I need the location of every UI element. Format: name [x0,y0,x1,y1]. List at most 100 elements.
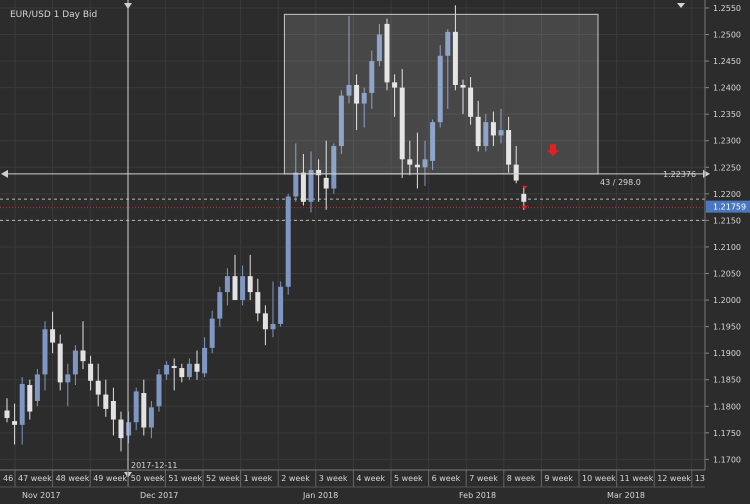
crosshair-top-arrow-icon [124,3,132,9]
candle-body[interactable] [369,61,375,93]
month-label: Feb 2018 [459,491,496,500]
grid [0,0,705,470]
week-label: 12 week [657,474,691,483]
price-tick-label: 1.2500 [713,31,741,40]
price-tick-label: 1.2250 [713,163,741,172]
candle-body[interactable] [483,122,489,147]
candle-body[interactable] [179,368,185,378]
week-label: 1 week [244,474,273,483]
candle-body[interactable] [506,130,512,165]
candle-body[interactable] [376,34,382,62]
candle-body[interactable] [4,410,10,418]
candle-body[interactable] [27,385,33,412]
candle-body[interactable] [407,159,413,165]
candle-body[interactable] [399,87,405,160]
candle-body[interactable] [452,31,458,85]
candle-body[interactable] [331,146,337,189]
candle-body[interactable] [118,419,124,439]
candle-body[interactable] [148,407,154,428]
candle-body[interactable] [34,374,40,401]
week-label: 3 week [319,474,348,483]
current-price-label: 1.21759 [713,203,746,212]
candle-body[interactable] [194,363,200,372]
week-label: 52 week [206,474,240,483]
candle-body[interactable] [361,92,367,104]
candle-body[interactable] [12,421,18,425]
candle-body[interactable] [422,159,428,168]
candle-body[interactable] [110,400,116,420]
current-price-badge [706,200,750,213]
candle-body[interactable] [72,350,78,375]
candle-body[interactable] [103,394,109,409]
candle-body[interactable] [255,292,261,314]
candle-body[interactable] [262,313,268,330]
crosshair-left-arrow-icon [1,169,8,178]
candle-body[interactable] [323,177,329,189]
candle-body[interactable] [384,23,390,83]
candle-body[interactable] [498,130,504,136]
candle-body[interactable] [475,116,481,147]
price-tick-label: 1.2450 [713,57,741,66]
candle-body[interactable] [270,323,276,330]
candle-body[interactable] [80,350,86,362]
price-axis[interactable]: 1.2550 1.2500 1.2450 1.2400 1.2350 1.2300 1.22… [704,0,750,470]
candle-body[interactable] [414,164,420,168]
candle-body[interactable] [164,364,170,375]
candle-body[interactable] [490,122,496,136]
candle-body[interactable] [445,31,451,56]
candle-body[interactable] [437,55,443,123]
candle-body[interactable] [278,286,284,324]
price-tick-label: 1.2350 [713,110,741,119]
candle-body[interactable] [141,392,147,428]
candle-body[interactable] [209,318,215,348]
menu-triangle-icon[interactable] [677,3,685,8]
candle-body[interactable] [468,87,474,117]
overlay: 2017-12-11 43 / 298.0 1.22376 [1,0,710,487]
red-triangle-marker-icon [521,185,528,189]
candle-body[interactable] [247,276,253,293]
price-tick-label: 1.1700 [713,455,741,464]
price-tick-label: 1.2000 [713,296,741,305]
candle-body[interactable] [57,343,63,383]
candle-body[interactable] [460,84,466,88]
candle-body[interactable] [346,84,352,96]
crosshair-price-label: 1.22376 [663,170,696,179]
candle-body[interactable] [202,347,208,374]
candle-body[interactable] [156,374,162,407]
candle-body[interactable] [521,193,527,202]
candle-body[interactable] [513,164,519,181]
candle-body[interactable] [42,329,48,375]
candle-body[interactable] [354,84,360,104]
candle-body[interactable] [316,169,322,176]
candle-body[interactable] [240,276,246,301]
selection-rectangle[interactable] [283,13,599,175]
candle-body[interactable] [430,122,436,161]
candle-body[interactable] [338,95,344,147]
candle-body[interactable] [300,172,306,202]
candle-body[interactable] [133,391,139,423]
week-label: 51 week [168,474,202,483]
candle-body[interactable] [224,276,230,293]
candle-body[interactable] [293,172,299,197]
candle-body[interactable] [308,169,314,202]
candles[interactable] [4,5,527,452]
candle-body[interactable] [171,365,177,369]
week-label: 11 week [620,474,654,483]
candle-body[interactable] [19,383,25,425]
time-axis[interactable]: 46 47 week 48 week 49 week 50 week 51 week 52 … [0,469,705,500]
price-tick-label: 1.2050 [713,270,741,279]
candle-body[interactable] [217,292,223,319]
candle-body[interactable] [392,82,398,88]
candle-body[interactable] [65,374,71,383]
candle-body[interactable] [95,380,101,395]
week-label: 8 week [507,474,536,483]
candle-body[interactable] [232,276,238,301]
candle-body[interactable] [88,363,94,381]
candle-body[interactable] [50,329,56,343]
candle-body[interactable] [186,363,192,378]
candle-body[interactable] [126,422,132,436]
month-label: Mar 2018 [607,491,645,500]
candle-body[interactable] [285,196,291,287]
